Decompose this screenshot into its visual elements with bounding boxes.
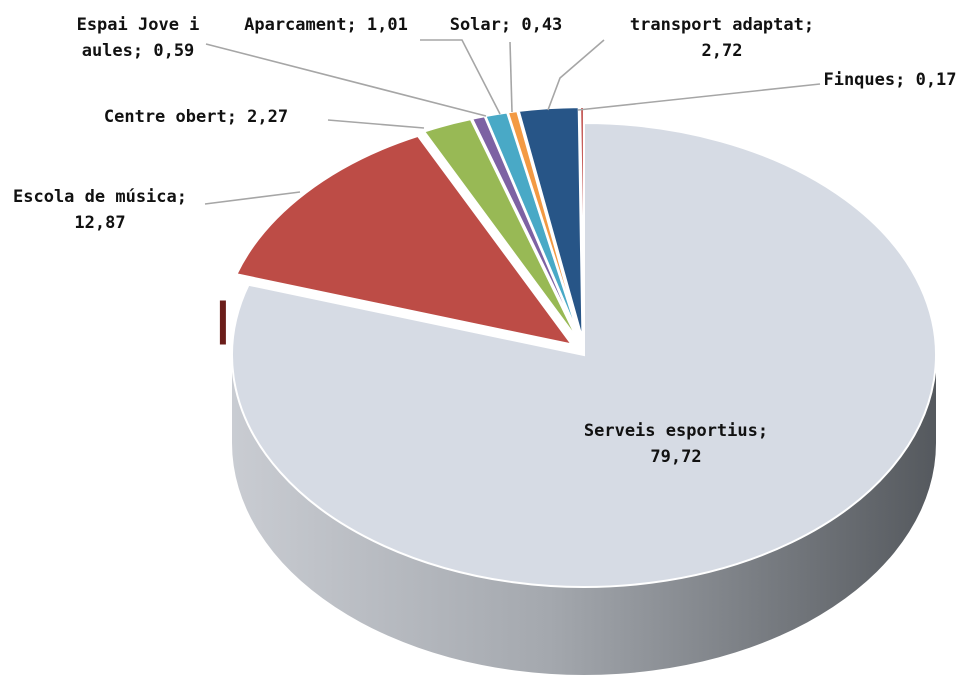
leader-line-transport-adaptat [547, 39, 605, 111]
data-label-finques: Finques; 0,17 [823, 70, 956, 90]
pie-sides [219, 300, 936, 675]
data-label-solar: Solar; 0,43 [450, 15, 563, 35]
pie-slice-finques [579, 105, 585, 340]
pie-tops [231, 105, 937, 588]
leader-line-solar [509, 41, 513, 113]
pie-slice-serveis-esportius [231, 121, 937, 588]
leader-line-aparcament [420, 39, 501, 115]
pie-labels: Serveis esportius; 79,72 Escola de música;… [13, 15, 957, 467]
pie-slice-escola-de-m-sica [234, 134, 575, 347]
data-label-centre-obert: Centre obert; 2,27 [104, 107, 288, 127]
pie-leader-lines [204, 39, 821, 205]
leader-line-escola-de-m-sica [204, 191, 301, 205]
leader-line-espai-jove-i-aules [205, 43, 487, 117]
data-label-aparcament: Aparcament; 1,01 [244, 15, 408, 35]
leader-line-finques [577, 83, 821, 111]
data-label-escola-de-m-sica: Escola de música; 12,87 [13, 187, 187, 233]
data-label-espai-jove-i-aules: Espai Jove i aules; 0,59 [77, 15, 200, 61]
data-label-transport-adaptat: transport adaptat; 2,72 [630, 15, 814, 61]
data-label-serveis-esportius: Serveis esportius; 79,72 [584, 421, 768, 467]
pie-slice-centre-obert [422, 118, 579, 341]
pie-wall-escola-de-musica [219, 300, 226, 345]
leader-line-centre-obert [327, 119, 425, 129]
pie-side-serveis-esportius [232, 355, 936, 675]
